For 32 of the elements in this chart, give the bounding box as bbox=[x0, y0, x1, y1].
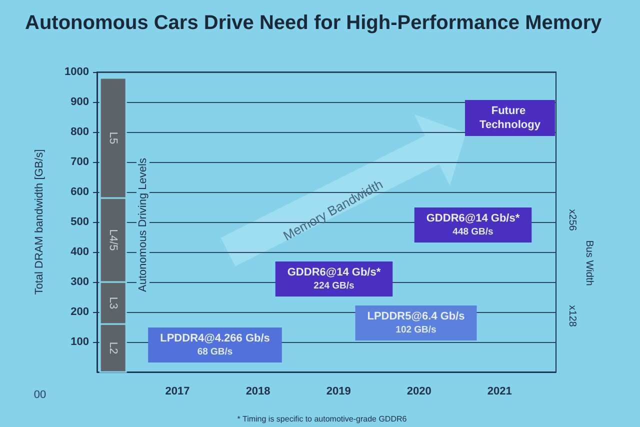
x-tick-label: 2017 bbox=[165, 386, 190, 398]
y-axis-title: Total DRAM bandwidth [GB/s] bbox=[34, 149, 46, 295]
annotation: Autonomous Driving Levels bbox=[137, 158, 149, 292]
y-tick-label: 400 bbox=[70, 246, 89, 258]
y-tick-label: 900 bbox=[70, 96, 89, 108]
annotation: LPDDR4@4.266 Gb/s 68 GB/s bbox=[160, 332, 270, 358]
x-tick-label: 2018 bbox=[246, 386, 270, 398]
y-tick-label: 100 bbox=[70, 336, 89, 348]
series-label: L3 bbox=[107, 296, 120, 310]
annotation: GDDR6@14 Gb/s* 224 GB/s bbox=[287, 266, 382, 292]
x-tick-label: 2019 bbox=[326, 386, 351, 398]
x-tick-label: 2021 bbox=[487, 386, 512, 398]
text: * Timing is specific to automotive-grade GDDR6 bbox=[237, 414, 408, 424]
y-tick-label: 600 bbox=[70, 186, 89, 198]
x-tick-label: 2020 bbox=[406, 386, 432, 398]
y-tick-label: 1000 bbox=[64, 66, 89, 78]
y-tick-label: 700 bbox=[70, 156, 89, 168]
chart-title: Autonomous Cars Drive Need for High-Performance Memory bbox=[25, 12, 603, 34]
annotation: LPDDR5@6.4 Gb/s 102 GB/s bbox=[367, 310, 465, 336]
text: x128 bbox=[566, 305, 578, 328]
annotation: GDDR6@14 Gb/s* 448 GB/s bbox=[426, 212, 520, 238]
y-tick-label: 500 bbox=[70, 216, 89, 228]
annotation: Future Technology bbox=[480, 105, 542, 131]
series-label: L5 bbox=[107, 132, 120, 144]
y-tick-label: 800 bbox=[70, 126, 89, 138]
series-label: L4/5 bbox=[107, 229, 120, 251]
text: Bus Width bbox=[584, 240, 594, 286]
text: x256 bbox=[566, 209, 578, 232]
y-tick-label: 200 bbox=[70, 306, 89, 318]
y-tick-label: 300 bbox=[70, 276, 89, 288]
series-label: L2 bbox=[107, 342, 120, 354]
text: 00 bbox=[34, 389, 46, 401]
